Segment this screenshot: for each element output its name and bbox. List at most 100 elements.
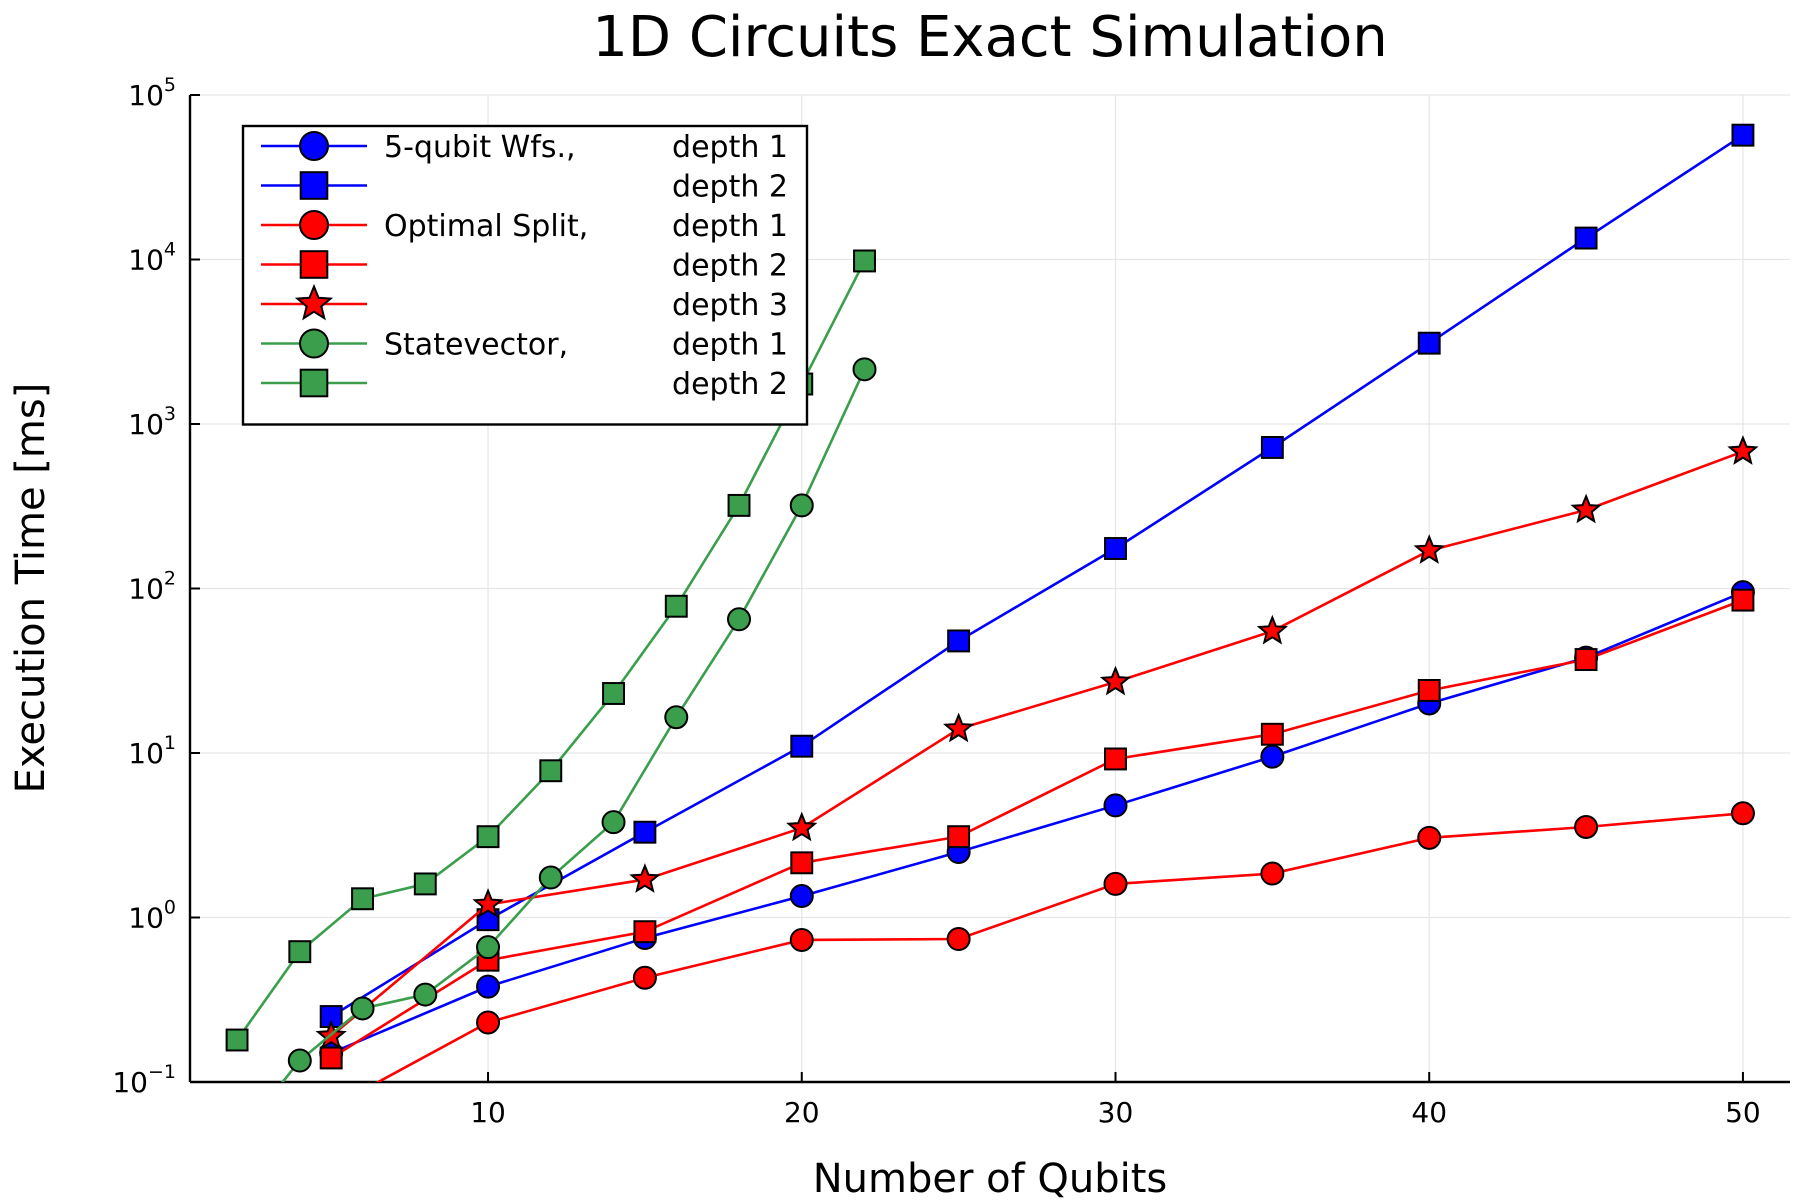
legend-entry: Optimal Split, depth 1 [261, 209, 788, 244]
data-point [539, 759, 563, 783]
data-point [786, 811, 818, 842]
legend-entry: depth 2 [261, 367, 788, 402]
series-3 [319, 588, 1755, 1070]
legend-marker [299, 328, 329, 359]
data-point [1570, 493, 1602, 524]
y-tick-exponent: 1 [164, 732, 176, 754]
data-point [476, 825, 500, 849]
data-point [632, 965, 657, 990]
data-point [852, 357, 877, 382]
data-point [1099, 665, 1132, 696]
data-point [1727, 435, 1759, 465]
legend-marker [299, 171, 329, 200]
y-tick-exponent: 3 [164, 403, 176, 425]
data-point [853, 249, 876, 273]
data-point [790, 851, 814, 875]
series-line [330, 590, 1744, 1055]
x-tick-label: 10 [470, 1096, 506, 1129]
legend-series-name: Optimal Split, [384, 209, 588, 244]
data-point [413, 872, 437, 896]
data-point [727, 493, 751, 517]
chart-title: 1D Circuits Exact Simulation [592, 5, 1387, 70]
legend-entry: depth 2 [261, 249, 788, 284]
series-5 [226, 357, 877, 1150]
y-tick-label: 103 [128, 403, 176, 441]
data-point [351, 887, 374, 911]
data-point [350, 996, 375, 1021]
legend-depth-label: depth 2 [672, 249, 788, 284]
data-point [629, 863, 661, 893]
legend-series-name: Statevector, [384, 328, 568, 363]
y-tick-label: 102 [128, 568, 176, 606]
x-tick-label: 50 [1725, 1096, 1761, 1129]
legend: 5-qubit Wfs., depth 1 depth 2 Optimal Split… [241, 124, 809, 426]
data-point [1574, 648, 1598, 671]
legend-depth-label: depth 1 [672, 209, 788, 244]
legend-marker [294, 283, 334, 321]
data-point [1731, 123, 1755, 147]
legend-depth-label: depth 3 [672, 288, 788, 323]
y-tick-base: 10 [128, 737, 164, 770]
data-point [1574, 814, 1599, 839]
series-1 [319, 123, 1755, 1028]
data-point [942, 712, 975, 743]
x-tick-label: 40 [1411, 1096, 1447, 1129]
data-point [413, 982, 438, 1007]
data-point [1104, 537, 1127, 560]
data-point [727, 607, 752, 632]
series-line [375, 811, 1744, 1082]
data-point [664, 705, 689, 730]
data-point [1417, 331, 1441, 355]
data-point [1574, 226, 1598, 250]
series-2 [375, 801, 1755, 1082]
data-point [633, 920, 657, 944]
legend-entry: 5-qubit Wfs., depth 1 [261, 130, 788, 165]
data-point [946, 927, 971, 952]
data-point [790, 734, 814, 758]
data-point [1417, 679, 1441, 702]
data-point [538, 865, 563, 890]
x-tick-label: 30 [1098, 1096, 1134, 1129]
legend-entry: Statevector, depth 1 [261, 328, 788, 363]
data-point [789, 493, 814, 518]
y-tick-base: 10 [128, 244, 164, 277]
y-tick-label: 104 [128, 239, 176, 277]
data-point [226, 1128, 248, 1150]
data-point [476, 974, 501, 999]
legend-marker [299, 131, 329, 161]
series-0 [319, 580, 1755, 1066]
data-point [288, 940, 312, 964]
data-point [476, 1010, 501, 1035]
y-tick-exponent: −1 [148, 1061, 176, 1083]
data-point [1260, 436, 1284, 459]
axes [188, 94, 1790, 1084]
data-point [472, 888, 504, 918]
x-tick-label: 20 [784, 1096, 820, 1129]
y-tick-exponent: 0 [164, 897, 176, 919]
legend-depth-label: depth 1 [672, 328, 788, 363]
series-line [330, 450, 1744, 1038]
data-point [1731, 588, 1755, 612]
data-point [1730, 801, 1755, 826]
y-tick-label: 100 [128, 897, 176, 935]
y-axis-label: Execution Time [ms] [8, 383, 54, 794]
data-point [947, 825, 971, 849]
data-point [601, 810, 626, 835]
data-point [1260, 861, 1285, 886]
legend-entry: depth 3 [261, 283, 788, 323]
legend-marker [299, 368, 329, 398]
data-point [319, 1046, 343, 1070]
data-point [1260, 744, 1285, 769]
data-point [664, 594, 688, 618]
legend-marker [299, 210, 329, 240]
y-tick-label: 105 [128, 74, 176, 112]
data-point [1417, 825, 1442, 850]
y-tick-label: 101 [128, 732, 176, 770]
legend-depth-label: depth 1 [672, 130, 788, 165]
data-point [789, 927, 814, 952]
data-point [1260, 722, 1284, 746]
y-tick-exponent: 2 [164, 568, 176, 590]
data-point [476, 935, 501, 960]
